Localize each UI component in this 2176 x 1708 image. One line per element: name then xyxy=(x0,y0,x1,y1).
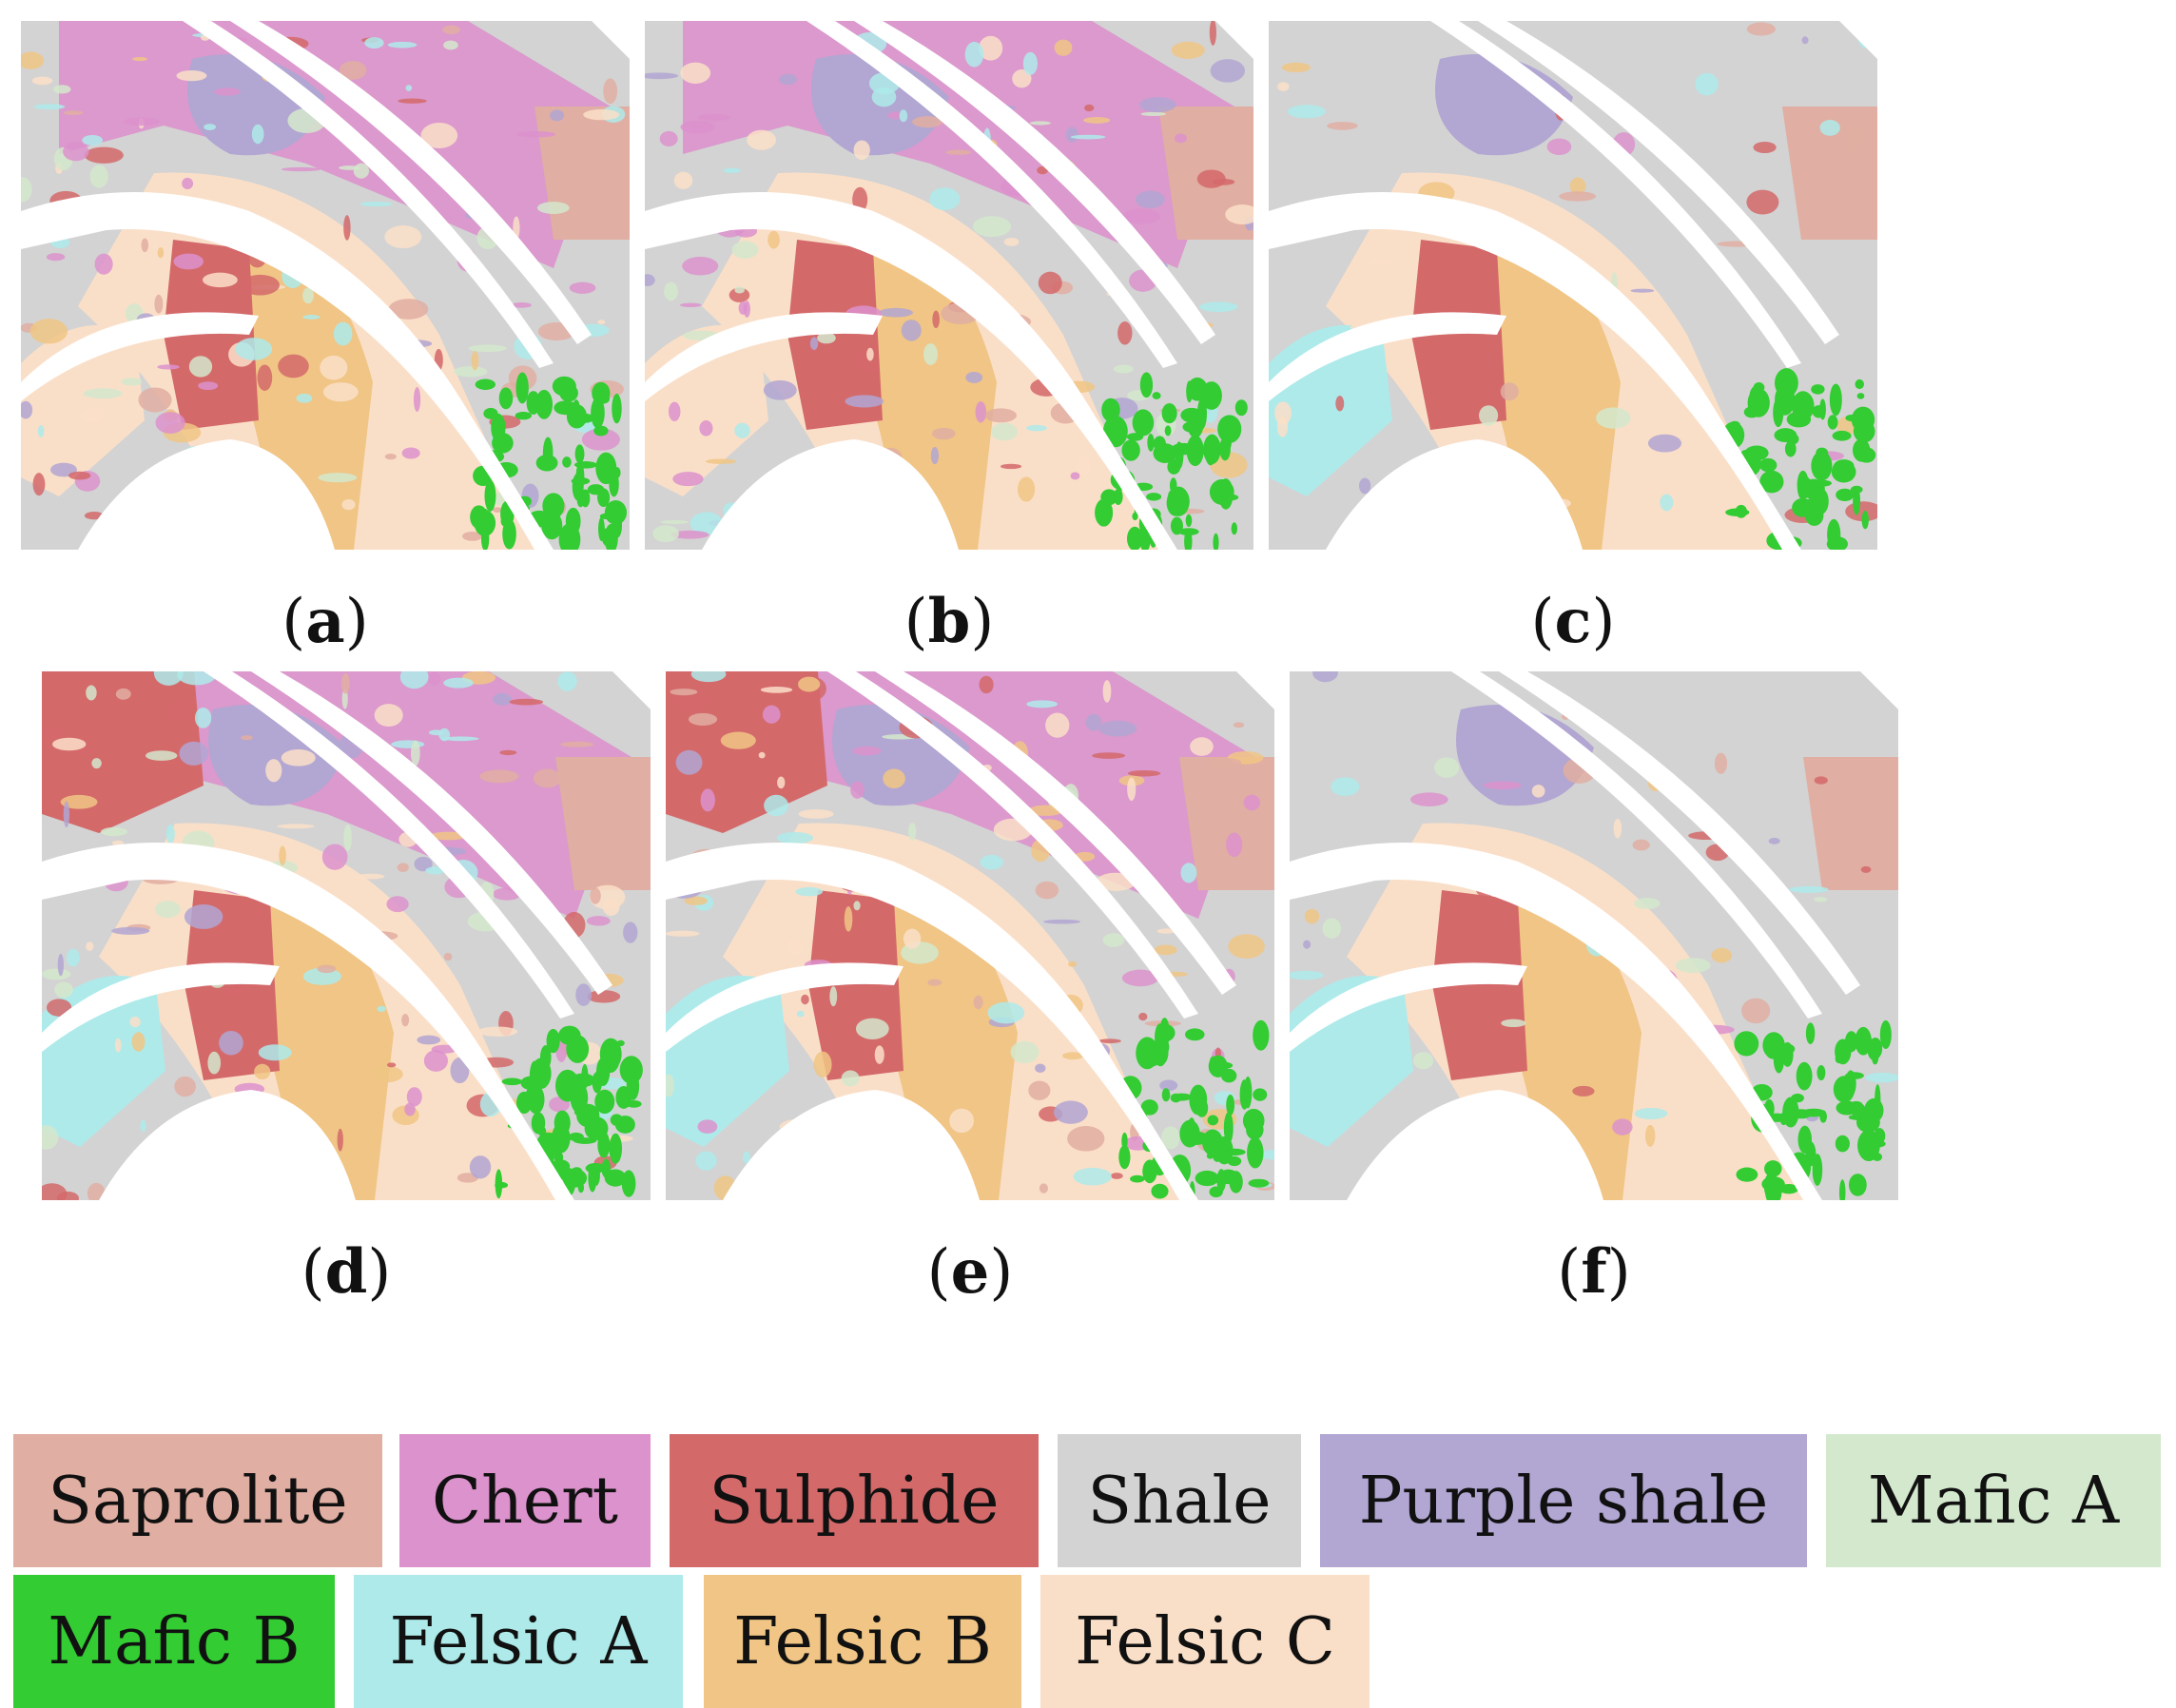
map-image xyxy=(21,21,630,550)
map-panel-b xyxy=(645,21,1253,550)
caption-b: (b) xyxy=(903,586,995,657)
legend-sulphide: Sulphide xyxy=(670,1434,1039,1567)
caption-d: (d) xyxy=(301,1236,392,1308)
legend-shale: Shale xyxy=(1058,1434,1301,1567)
map-panel-d xyxy=(42,671,651,1200)
caption-e: (e) xyxy=(926,1236,1014,1308)
legend-mafic-b: Mafic B xyxy=(13,1575,335,1708)
legend-felsic-a: Felsic A xyxy=(354,1575,683,1708)
map-panel-e xyxy=(666,671,1274,1200)
caption-f: (f) xyxy=(1557,1236,1631,1308)
map-panel-c xyxy=(1269,21,1877,550)
caption-c: (c) xyxy=(1530,586,1616,657)
legend-chert: Chert xyxy=(399,1434,651,1567)
legend-felsic-b: Felsic B xyxy=(704,1575,1021,1708)
map-image xyxy=(1290,671,1898,1200)
map-image xyxy=(42,671,651,1200)
map-panel-f xyxy=(1290,671,1898,1200)
map-panel-a xyxy=(21,21,630,550)
caption-a: (a) xyxy=(282,586,369,657)
legend-saprolite: Saprolite xyxy=(13,1434,382,1567)
map-image xyxy=(645,21,1253,550)
map-image xyxy=(1269,21,1877,550)
map-image xyxy=(666,671,1274,1200)
legend-felsic-c: Felsic C xyxy=(1040,1575,1370,1708)
legend-mafic-a: Mafic A xyxy=(1826,1434,2161,1567)
legend-purple-shale: Purple shale xyxy=(1320,1434,1807,1567)
